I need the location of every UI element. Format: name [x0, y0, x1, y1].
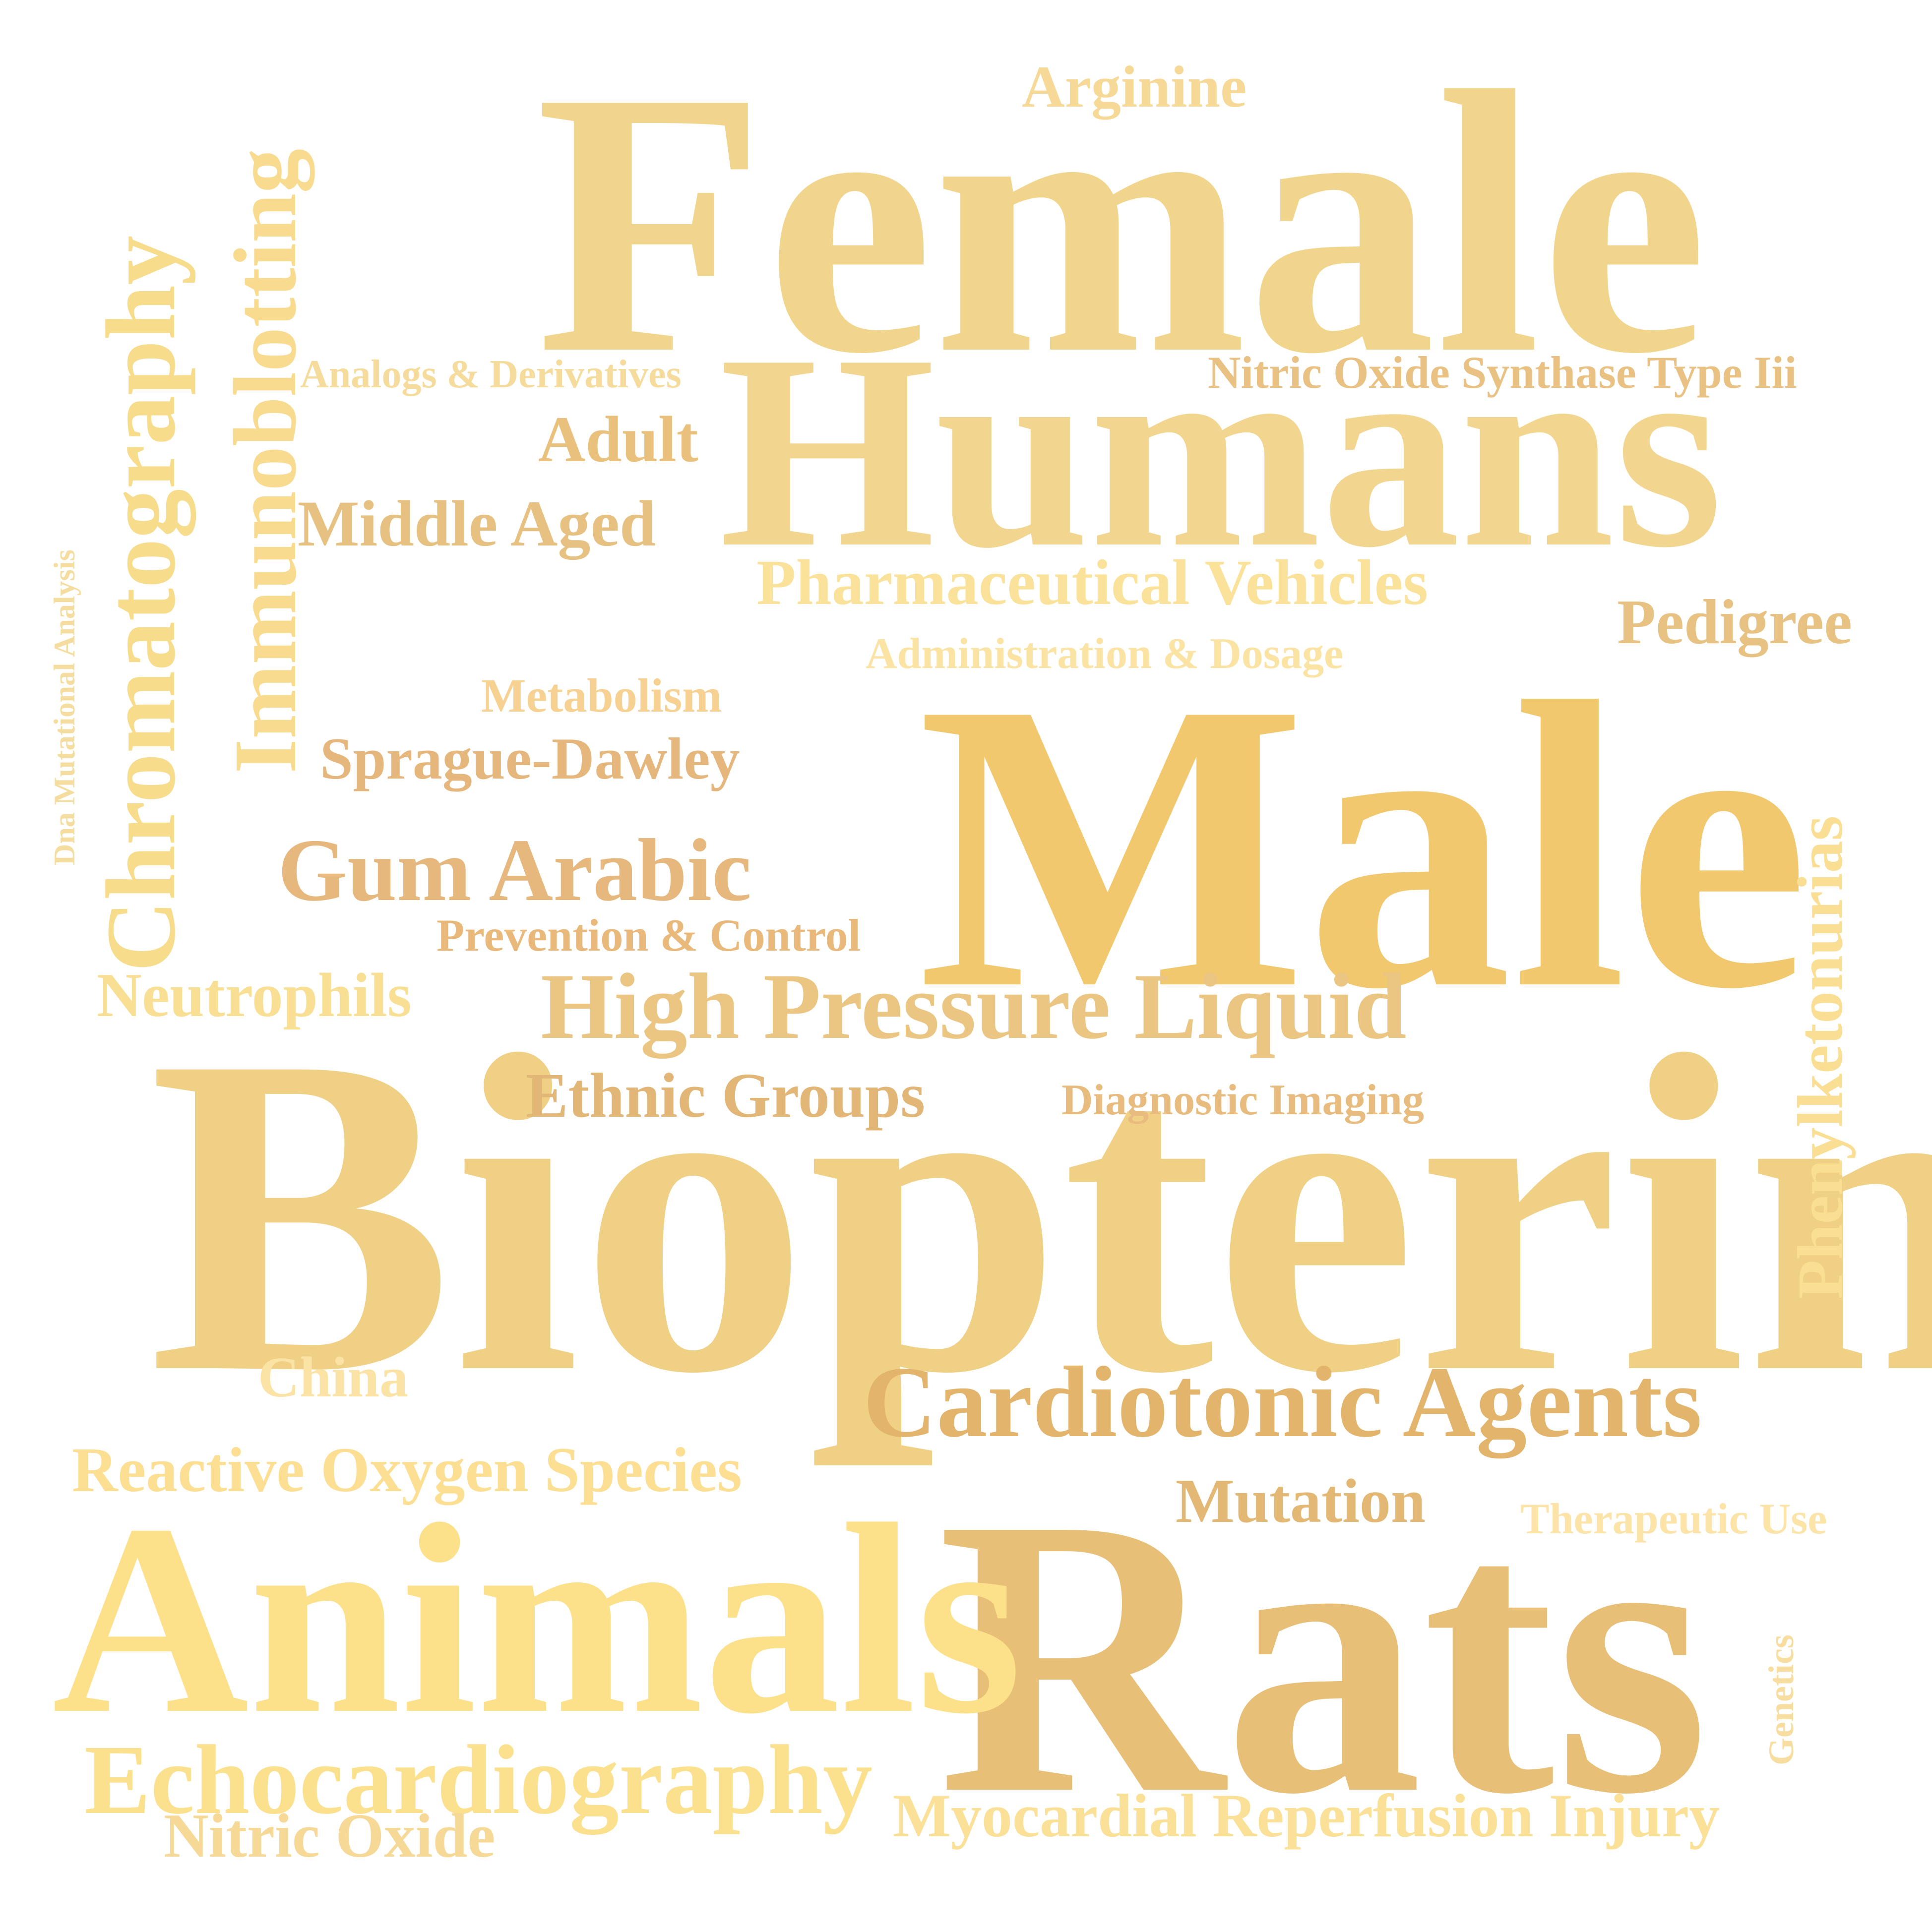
word-administration-dosage: Administration & Dosage: [866, 630, 1344, 678]
word-ethnic-groups: Ethnic Groups: [526, 1060, 925, 1131]
word-biopterin: Biopterin: [149, 962, 1932, 1467]
word-echocardiography: Echocardiography: [84, 1725, 873, 1835]
word-myocardial-reperfusion-injury: Myocardial Reperfusion Injury: [893, 1782, 1720, 1850]
word-pharmaceutical-vehicles: Pharmaceutical Vehicles: [756, 547, 1428, 618]
word-therapeutic-use: Therapeutic Use: [1520, 1495, 1827, 1543]
word-middle-aged: Middle Aged: [298, 487, 656, 560]
word-nitric-oxide: Nitric Oxide: [164, 1802, 496, 1871]
word-metabolism: Metabolism: [481, 669, 722, 722]
word-nitric-oxide-synthase-type-iii: Nitric Oxide Synthase Type Iii: [1208, 347, 1797, 398]
word-pedigree: Pedigree: [1617, 587, 1852, 657]
word-female: Female: [536, 14, 1708, 431]
word-prevention-control: Prevention & Control: [436, 910, 861, 961]
word-neutrophils: Neutrophils: [97, 961, 412, 1030]
word-chromatography: Chromatography: [86, 235, 196, 972]
word-animals: Animals: [52, 1468, 1022, 1770]
word-dna-mutational-analysis: Dna Mutational Analysis: [48, 549, 81, 865]
word-genetics: Genetics: [1761, 1634, 1801, 1765]
word-male: Male: [918, 617, 1809, 1074]
word-rats: Rats: [937, 1437, 1709, 1876]
word-immunoblotting: Immunoblotting: [216, 148, 314, 774]
word-sprague-dawley: Sprague-Dawley: [320, 725, 740, 791]
word-reactive-oxygen-species: Reactive Oxygen Species: [72, 1435, 742, 1505]
word-diagnostic-imaging: Diagnostic Imaging: [1061, 1076, 1424, 1124]
word-adult: Adult: [538, 403, 698, 476]
word-mutation: Mutation: [1176, 1467, 1426, 1536]
word-phenylketonurias: Phenylketonurias: [1785, 815, 1856, 1299]
word-high-pressure-liquid: High Pressure Liquid: [541, 955, 1407, 1059]
word-china: China: [258, 1346, 409, 1409]
word-humans: Humans: [719, 298, 1723, 605]
word-analogs-derivatives: Analogs & Derivatives: [300, 353, 682, 396]
word-arginine: Arginine: [1022, 54, 1247, 120]
word-cardiotonic-agents: Cardiotonic Agents: [863, 1346, 1702, 1458]
word-gum-arabic: Gum Arabic: [278, 821, 752, 919]
